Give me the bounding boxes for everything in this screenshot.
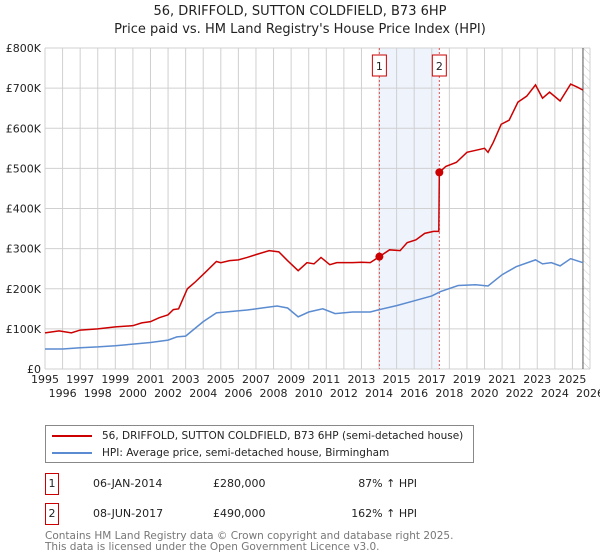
sale-label-box — [371, 54, 387, 77]
x-tick-label: 2024 — [541, 387, 569, 400]
y-tick-label: £200K — [6, 283, 42, 296]
sale-label-box — [431, 54, 447, 77]
x-tick-label: 2012 — [330, 387, 358, 400]
sale-row-1: 1 06-JAN-2014 £280,000 87% ↑ HPI — [45, 473, 465, 495]
sale-marker-badge: 1 — [45, 473, 59, 495]
x-tick-label: 2021 — [488, 373, 516, 386]
x-tick-label: 2018 — [435, 387, 463, 400]
sale-label: 2 — [436, 60, 443, 73]
footer-line: Contains HM Land Registry data © Crown c… — [45, 530, 454, 542]
x-tick-label: 2009 — [277, 373, 305, 386]
x-tick-label: 2005 — [207, 373, 235, 386]
y-tick-label: £600K — [6, 122, 42, 135]
sale-date: 08-JUN-2017 — [93, 507, 164, 520]
sale-date: 06-JAN-2014 — [93, 477, 163, 490]
y-tick-label: £400K — [6, 203, 42, 216]
x-tick-label: 1998 — [84, 387, 112, 400]
x-tick-label: 2010 — [295, 387, 323, 400]
x-tick-label: 2025 — [558, 373, 586, 386]
y-tick-label: £500K — [6, 162, 42, 175]
x-tick-label: 2019 — [453, 373, 481, 386]
sale-price: £280,000 — [213, 477, 266, 490]
x-tick-label: 2014 — [365, 387, 393, 400]
x-tick-label: 1996 — [49, 387, 77, 400]
y-tick-label: £100K — [6, 323, 42, 336]
price-chart: 1995199619971998199920002001200220032004… — [6, 42, 600, 400]
x-tick-label: 2001 — [136, 373, 164, 386]
x-tick-label: 2016 — [400, 387, 428, 400]
subtitle-line: Price paid vs. HM Land Registry's House … — [114, 22, 486, 37]
x-tick-label: 2007 — [242, 373, 270, 386]
x-tick-label: 2026 — [576, 387, 600, 400]
legend-hpi: HPI: Average price, semi-detached house,… — [102, 446, 390, 459]
x-tick-label: 2011 — [312, 373, 340, 386]
y-tick-label: £0 — [27, 363, 41, 376]
x-tick-label: 2000 — [119, 387, 147, 400]
legend-red-line — [52, 434, 92, 437]
x-tick-label: 2013 — [347, 373, 375, 386]
sale-label: 1 — [376, 60, 383, 73]
sale-hpi: 162% ↑ HPI — [351, 507, 417, 520]
chart-title: 56, DRIFFOLD, SUTTON COLDFIELD, B73 6HP P… — [0, 3, 600, 39]
sale-hpi: 87% ↑ HPI — [358, 477, 417, 490]
y-tick-label: £800K — [6, 42, 42, 55]
y-tick-label: £700K — [6, 82, 42, 95]
x-tick-label: 2004 — [189, 387, 217, 400]
x-tick-label: 2015 — [383, 373, 411, 386]
sale-marker-badge: 2 — [45, 503, 59, 525]
x-tick-label: 2022 — [506, 387, 534, 400]
sale-point — [375, 252, 384, 261]
x-tick-label: 1997 — [66, 373, 94, 386]
x-tick-label: 2020 — [471, 387, 499, 400]
title-line: 56, DRIFFOLD, SUTTON COLDFIELD, B73 6HP — [153, 4, 447, 19]
sale-row-2: 2 08-JUN-2017 £490,000 162% ↑ HPI — [45, 503, 465, 525]
sale-price: £490,000 — [213, 507, 266, 520]
x-tick-label: 2006 — [224, 387, 252, 400]
x-tick-label: 2017 — [418, 373, 446, 386]
legend-property: 56, DRIFFOLD, SUTTON COLDFIELD, B73 6HP … — [102, 429, 464, 442]
legend-blue-line — [52, 451, 92, 454]
sale-point — [435, 168, 444, 177]
x-tick-label: 2003 — [172, 373, 200, 386]
x-tick-label: 2008 — [260, 387, 288, 400]
footer: Contains HM Land Registry data © Crown c… — [45, 531, 453, 553]
x-tick-label: 2002 — [154, 387, 182, 400]
y-tick-label: £300K — [6, 243, 42, 256]
hpi-line — [45, 257, 584, 350]
x-tick-label: 2023 — [523, 373, 551, 386]
legend: 56, DRIFFOLD, SUTTON COLDFIELD, B73 6HP … — [45, 425, 474, 463]
footer-line: This data is licensed under the Open Gov… — [45, 541, 380, 553]
x-tick-label: 1999 — [101, 373, 129, 386]
x-tick-label: 1995 — [31, 373, 59, 386]
property-price-line — [44, 83, 584, 334]
